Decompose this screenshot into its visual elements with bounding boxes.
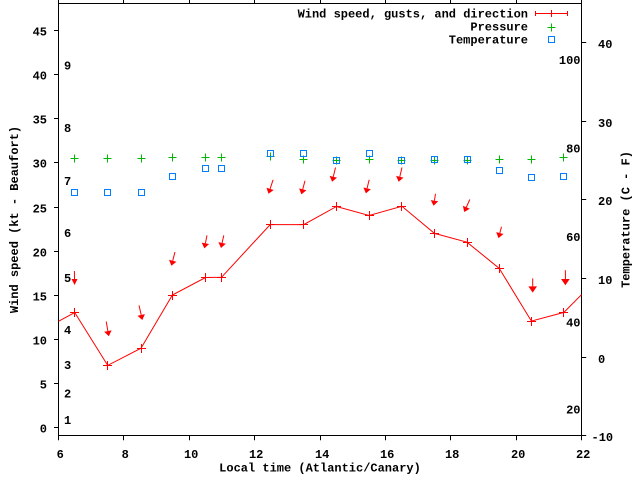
svg-text:0: 0 bbox=[598, 353, 605, 367]
svg-text:45: 45 bbox=[33, 25, 47, 39]
svg-text:6: 6 bbox=[57, 448, 64, 462]
svg-text:10: 10 bbox=[33, 334, 47, 348]
svg-text:14: 14 bbox=[315, 448, 329, 462]
svg-text:20: 20 bbox=[511, 448, 525, 462]
svg-text:80: 80 bbox=[566, 142, 580, 156]
svg-text:30: 30 bbox=[598, 117, 612, 131]
svg-text:15: 15 bbox=[33, 290, 47, 304]
svg-text:4: 4 bbox=[64, 324, 71, 338]
svg-text:16: 16 bbox=[380, 448, 394, 462]
svg-text:8: 8 bbox=[122, 448, 129, 462]
svg-text:35: 35 bbox=[33, 113, 47, 127]
svg-text:-10: -10 bbox=[592, 431, 614, 445]
svg-text:40: 40 bbox=[33, 69, 47, 83]
svg-text:5: 5 bbox=[40, 378, 47, 392]
svg-text:12: 12 bbox=[249, 448, 263, 462]
svg-text:20: 20 bbox=[33, 246, 47, 260]
svg-text:6: 6 bbox=[64, 227, 71, 241]
svg-text:60: 60 bbox=[566, 231, 580, 245]
svg-text:10: 10 bbox=[184, 448, 198, 462]
svg-text:22: 22 bbox=[576, 448, 590, 462]
svg-text:9: 9 bbox=[64, 60, 71, 74]
svg-text:25: 25 bbox=[33, 202, 47, 216]
svg-text:18: 18 bbox=[445, 448, 459, 462]
svg-text:Local time (Atlantic/Canary): Local time (Atlantic/Canary) bbox=[219, 461, 421, 475]
svg-text:10: 10 bbox=[598, 274, 612, 288]
svg-text:30: 30 bbox=[33, 157, 47, 171]
svg-text:7: 7 bbox=[64, 175, 71, 189]
svg-text:20: 20 bbox=[566, 404, 580, 418]
svg-text:40: 40 bbox=[598, 38, 612, 52]
svg-text:Temperature (C - F): Temperature (C - F) bbox=[620, 151, 634, 288]
svg-text:100: 100 bbox=[559, 54, 581, 68]
svg-text:3: 3 bbox=[64, 359, 71, 373]
svg-text:Wind speed, gusts, and directi: Wind speed, gusts, and direction bbox=[298, 8, 528, 22]
svg-text:0: 0 bbox=[40, 422, 47, 436]
svg-text:40: 40 bbox=[566, 317, 580, 331]
svg-text:5: 5 bbox=[64, 272, 71, 286]
svg-text:20: 20 bbox=[598, 195, 612, 209]
svg-text:Wind speed (kt - Beaufort): Wind speed (kt - Beaufort) bbox=[8, 126, 22, 313]
svg-text:Pressure: Pressure bbox=[470, 21, 528, 35]
svg-text:1: 1 bbox=[64, 414, 71, 428]
svg-text:2: 2 bbox=[64, 387, 71, 401]
svg-text:8: 8 bbox=[64, 122, 71, 136]
svg-text:Temperature: Temperature bbox=[449, 34, 528, 48]
